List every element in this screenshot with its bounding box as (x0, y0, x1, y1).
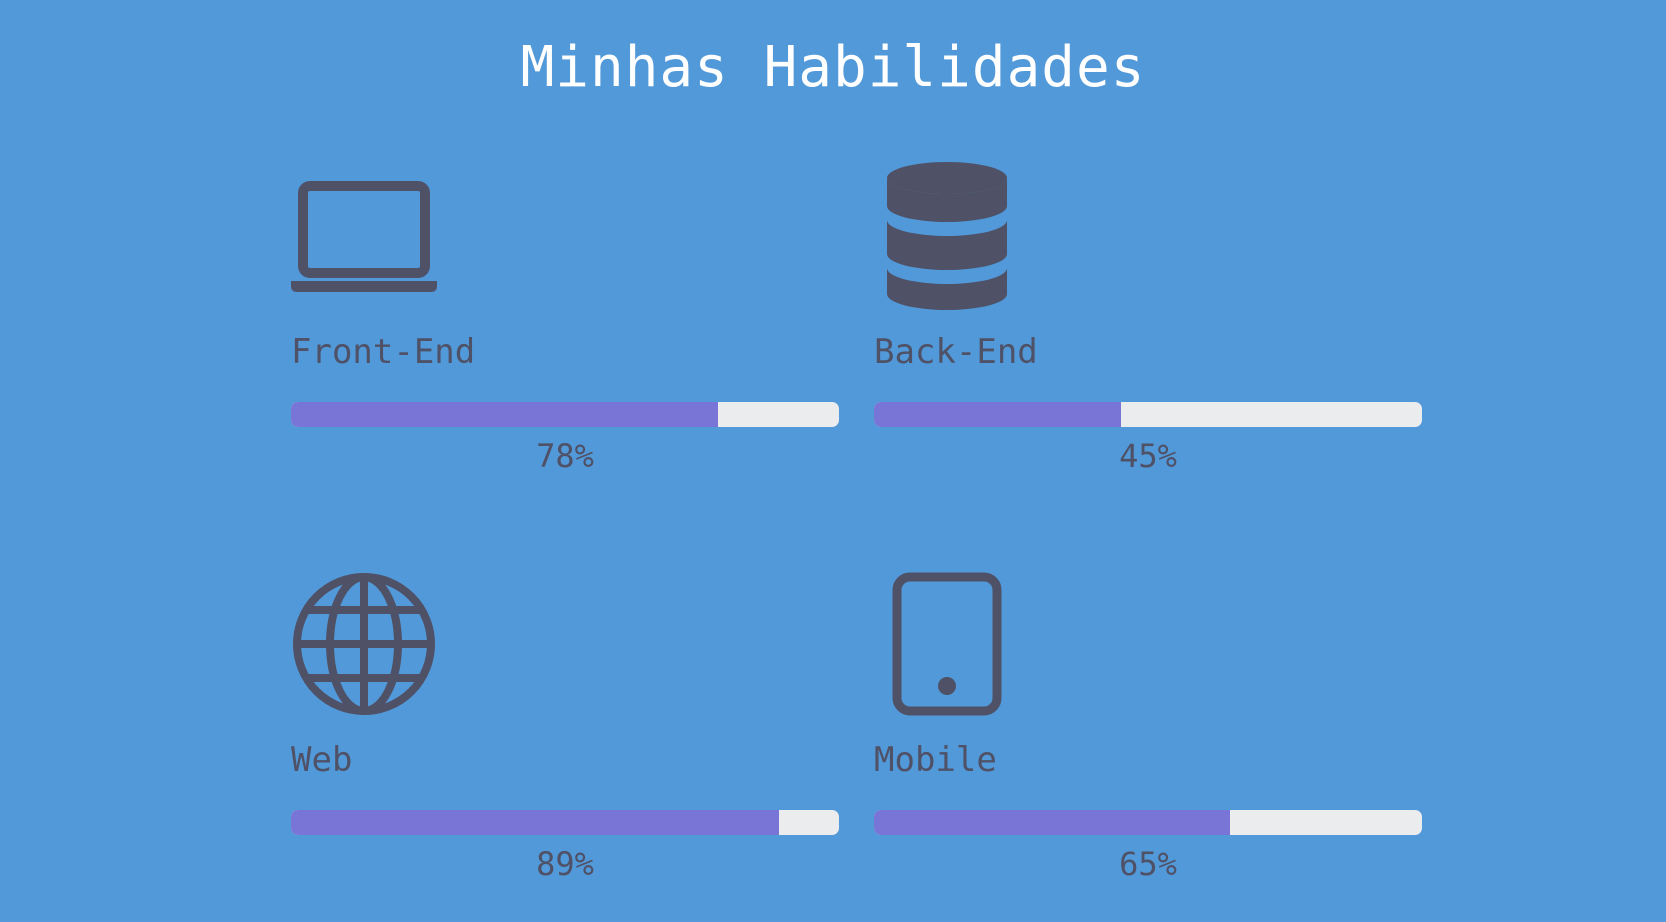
skill-percent: 78% (536, 437, 594, 475)
mobile-icon (874, 568, 1020, 718)
laptop-icon (291, 160, 437, 310)
skill-progress-bar (291, 810, 839, 835)
page-title: Minhas Habilidades (520, 35, 1146, 100)
skill-progress-bar (874, 402, 1422, 427)
skill-progress-fill (874, 402, 1121, 427)
skill-label: Web (291, 740, 353, 780)
globe-icon (291, 568, 437, 718)
database-icon (874, 160, 1020, 310)
skill-progress-bar (291, 402, 839, 427)
skill-percent: 89% (536, 845, 594, 883)
skill-progress-bar (874, 810, 1422, 835)
skill-label: Mobile (874, 740, 997, 780)
skill-progress-fill (874, 810, 1231, 835)
skill-percent: 65% (1119, 845, 1177, 883)
skill-label: Front-End (291, 332, 476, 372)
skill-progress-fill (291, 810, 779, 835)
skill-percent: 45% (1119, 437, 1177, 475)
skill-label: Back-End (874, 332, 1038, 372)
skill-progress-fill (291, 402, 719, 427)
